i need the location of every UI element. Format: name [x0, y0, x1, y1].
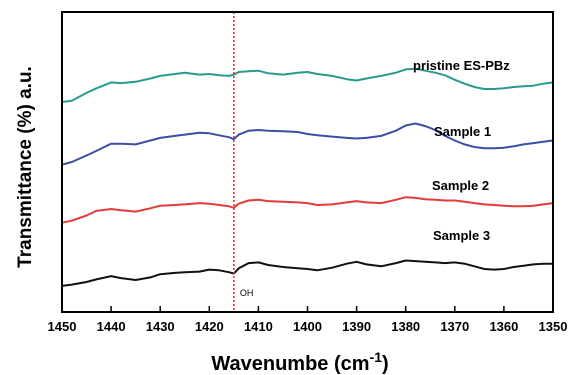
series-line-3	[61, 196, 554, 224]
series-layer	[61, 67, 554, 287]
x-tick-label: 1450	[48, 319, 77, 334]
x-axis-title: Wavenumbe (cm-1)	[211, 349, 388, 375]
series-line-2	[61, 122, 554, 166]
x-axis-ticks: 1450 1440 1430 1420 1410 1400 1390 1380 1370 1360…	[48, 306, 568, 334]
x-tick-label: 1430	[146, 319, 175, 334]
series-line-1	[61, 67, 554, 103]
x-tick-label: 1410	[244, 319, 273, 334]
x-tick-label: 1380	[391, 319, 420, 334]
series-line-4	[61, 259, 553, 287]
x-tick-label: 1400	[293, 319, 322, 334]
y-axis-title: Transmittance (%) a.u.	[15, 66, 36, 268]
x-axis-title-main: Wavenumbe (cm	[211, 353, 369, 375]
oh-annotation-label: OH	[240, 288, 254, 298]
x-tick-label: 1360	[489, 319, 518, 334]
series-label-layer: pristine ES-PBz Sample 1 Sample 2 Sample 3	[413, 58, 510, 243]
x-tick-label: 1350	[539, 319, 568, 334]
series-label-3: Sample 2	[432, 178, 489, 193]
x-tick-label: 1390	[342, 319, 371, 334]
x-tick-label: 1440	[97, 319, 126, 334]
x-tick-label: 1420	[195, 319, 224, 334]
x-axis-title-superscript: -1	[370, 349, 383, 365]
x-tick-label: 1370	[440, 319, 469, 334]
series-label-1: pristine ES-PBz	[413, 58, 510, 73]
series-label-4: Sample 3	[433, 228, 490, 243]
series-label-2: Sample 1	[434, 124, 491, 139]
x-axis-title-suffix: )	[382, 353, 389, 375]
